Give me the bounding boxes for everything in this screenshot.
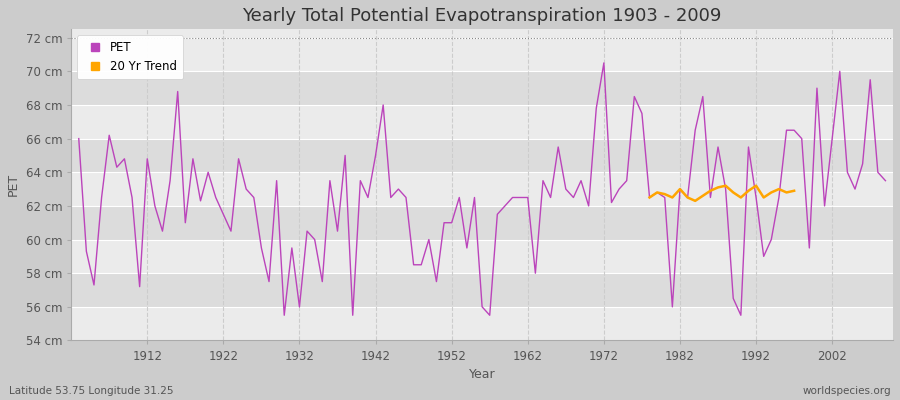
- Bar: [71, 307, 893, 340]
- Bar: [71, 172, 893, 206]
- X-axis label: Year: Year: [469, 368, 495, 381]
- Bar: [71, 71, 893, 105]
- Bar: [71, 139, 893, 172]
- Bar: [71, 273, 893, 307]
- Legend: PET, 20 Yr Trend: PET, 20 Yr Trend: [77, 35, 183, 79]
- Bar: [71, 240, 893, 273]
- Bar: [71, 206, 893, 240]
- Bar: [71, 38, 893, 71]
- Y-axis label: PET: PET: [7, 173, 20, 196]
- Bar: [71, 105, 893, 139]
- Text: Latitude 53.75 Longitude 31.25: Latitude 53.75 Longitude 31.25: [9, 386, 174, 396]
- Text: worldspecies.org: worldspecies.org: [803, 386, 891, 396]
- Title: Yearly Total Potential Evapotranspiration 1903 - 2009: Yearly Total Potential Evapotranspiratio…: [242, 7, 722, 25]
